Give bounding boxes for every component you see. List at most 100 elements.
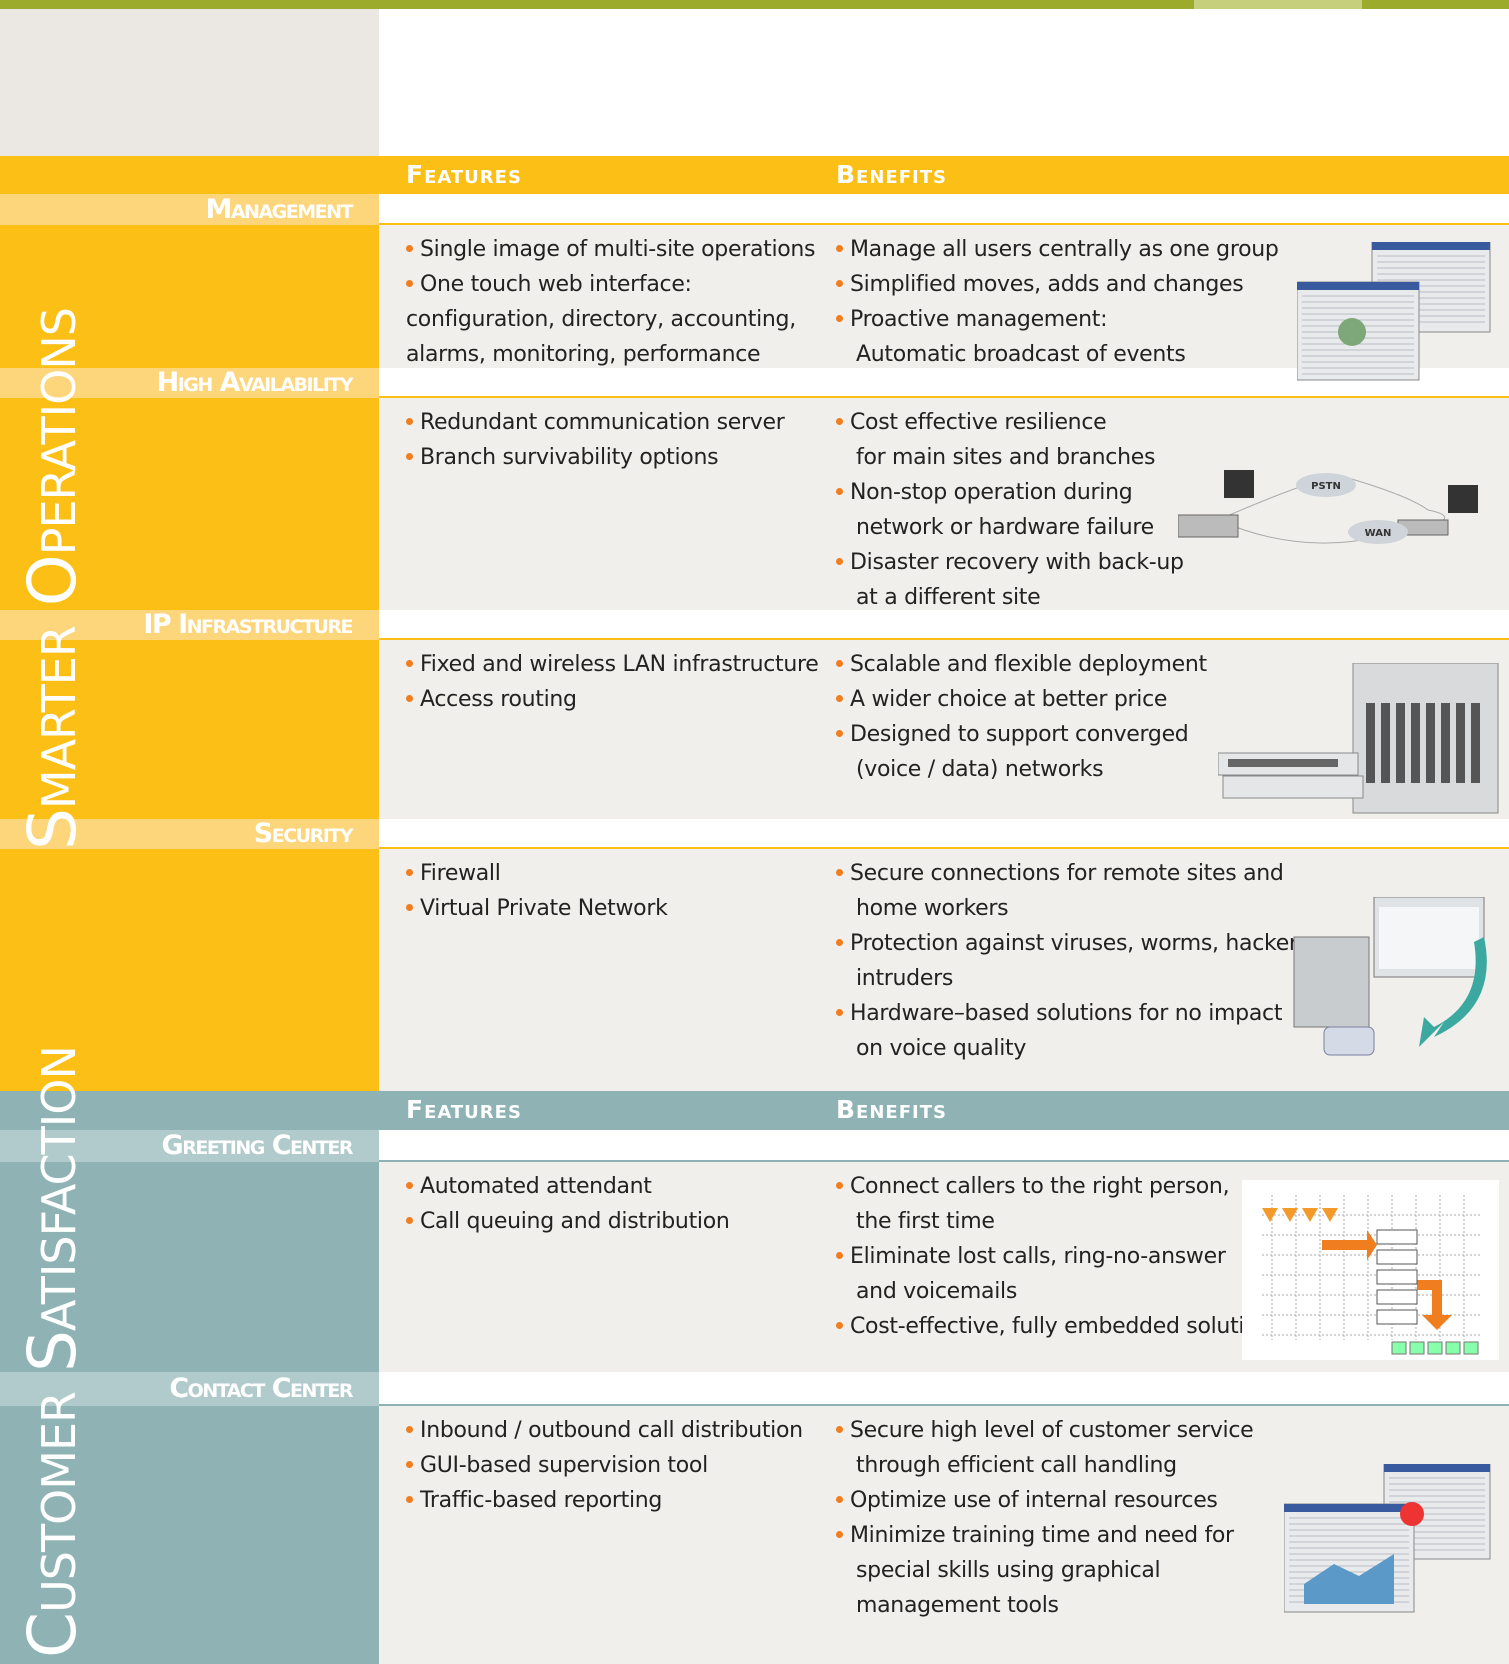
benefit-line: Secure high level of customer service	[836, 1413, 1254, 1448]
text: Single image of multi-site operations	[420, 237, 816, 262]
benefit-line: Proactive management:	[836, 302, 1108, 337]
label-band	[0, 610, 379, 640]
feature-line: Virtual Private Network	[406, 891, 668, 926]
benefit-line: and voicemails	[856, 1274, 1017, 1309]
bullet	[836, 1008, 843, 1016]
bullet	[836, 868, 843, 876]
text: Cost-effective, fully embedded solution	[850, 1314, 1272, 1339]
feature-line: Firewall	[406, 856, 501, 891]
text: Eliminate lost calls, ring-no-answer	[850, 1244, 1226, 1269]
network-diagram: PSTN WAN	[1178, 470, 1478, 544]
benefit-line: Eliminate lost calls, ring-no-answer	[836, 1239, 1226, 1274]
text: alarms, monitoring, performance	[406, 342, 761, 367]
bullet	[836, 938, 843, 946]
top-bar	[0, 0, 1509, 9]
feature-line: Branch survivability options	[406, 440, 719, 475]
text: configuration, directory, accounting,	[406, 307, 796, 332]
management-screenshot	[1297, 242, 1491, 381]
text: Access routing	[420, 687, 577, 712]
label-line	[379, 223, 1509, 225]
bullet	[406, 244, 413, 252]
feature-line: Automated attendant	[406, 1169, 652, 1204]
label-band	[0, 368, 379, 398]
bullet	[836, 487, 843, 495]
text: Inbound / outbound call distribution	[420, 1418, 803, 1443]
header-band	[379, 156, 1509, 194]
security-equipment	[1293, 897, 1487, 1056]
benefit-line: Designed to support converged	[836, 717, 1189, 752]
bullet	[836, 244, 843, 252]
bullet	[406, 1425, 413, 1433]
section-title: Customer Satisfaction	[14, 1046, 91, 1658]
bullet	[406, 1495, 413, 1503]
text: Non-stop operation during	[850, 480, 1133, 505]
bullet	[836, 1530, 843, 1538]
text: Connect callers to the right person,	[850, 1174, 1230, 1199]
benefit-line: Cost-effective, fully embedded solution	[836, 1309, 1271, 1344]
feature-line: alarms, monitoring, performance	[406, 337, 761, 372]
bullet	[406, 1181, 413, 1189]
benefit-line: A wider choice at better price	[836, 682, 1167, 717]
feature-line: Redundant communication server	[406, 405, 785, 440]
bullet	[406, 1216, 413, 1224]
benefit-line: Manage all users centrally as one group	[836, 232, 1279, 267]
routing-diagram	[1242, 1180, 1499, 1360]
top-bar-accent	[1194, 0, 1362, 9]
benefit-line: Protection against viruses, worms, hacke…	[836, 926, 1316, 961]
text: Firewall	[420, 861, 501, 886]
text: Cost effective resilience	[850, 410, 1107, 435]
text: One touch web interface:	[420, 272, 692, 297]
bullet	[836, 557, 843, 565]
text: Fixed and wireless LAN infrastructure	[420, 652, 819, 677]
benefit-line: network or hardware failure	[856, 510, 1154, 545]
bullet	[406, 1460, 413, 1468]
text: the first time	[856, 1209, 995, 1234]
feature-line: One touch web interface:	[406, 267, 692, 302]
text: Minimize training time and need for	[850, 1523, 1234, 1548]
text: Virtual Private Network	[420, 896, 668, 921]
text: home workers	[856, 896, 1009, 921]
row-content	[379, 398, 1509, 610]
benefit-line: special skills using graphical	[856, 1553, 1161, 1588]
text: on voice quality	[856, 1036, 1027, 1061]
bullet	[406, 659, 413, 667]
benefit-line: Simplified moves, adds and changes	[836, 267, 1244, 302]
section-title: Smarter Operations	[14, 308, 91, 850]
label-line	[379, 638, 1509, 640]
benefit-line: Hardware–based solutions for no impact	[836, 996, 1282, 1031]
text: Traffic-based reporting	[420, 1488, 663, 1513]
benefit-line: on voice quality	[856, 1031, 1026, 1066]
feature-line: Traffic-based reporting	[406, 1483, 662, 1518]
bullet	[836, 1181, 843, 1189]
benefit-line: the first time	[856, 1204, 995, 1239]
benefit-line: for main sites and branches	[856, 440, 1155, 475]
features-header: Features	[406, 1095, 522, 1124]
text: Optimize use of internal resources	[850, 1488, 1218, 1513]
header-band	[379, 1091, 1509, 1130]
benefit-line: Automatic broadcast of events	[856, 337, 1186, 372]
text: Automated attendant	[420, 1174, 652, 1199]
switch-equipment	[1218, 663, 1499, 814]
row-label: Management	[205, 194, 353, 225]
bullet	[836, 279, 843, 287]
feature-line: Call queuing and distribution	[406, 1204, 730, 1239]
row-label: Greeting Center	[161, 1130, 354, 1161]
benefit-line: Secure connections for remote sites and	[836, 856, 1284, 891]
label-band	[0, 1130, 379, 1162]
feature-line: configuration, directory, accounting,	[406, 302, 796, 337]
text: management tools	[856, 1593, 1059, 1618]
benefit-line: intruders	[856, 961, 953, 996]
bullet	[406, 694, 413, 702]
label-band	[0, 194, 379, 225]
text: intruders	[856, 966, 953, 991]
pstn-label: PSTN	[1311, 481, 1341, 492]
text: (voice / data) networks	[856, 757, 1104, 782]
text: for main sites and branches	[856, 445, 1156, 470]
text: Protection against viruses, worms, hacke…	[850, 931, 1316, 956]
contact-center-screenshot	[1284, 1464, 1491, 1613]
label-line	[379, 1404, 1509, 1406]
feature-line: Access routing	[406, 682, 577, 717]
text: through efficient call handling	[856, 1453, 1177, 1478]
bullet	[836, 1321, 843, 1329]
